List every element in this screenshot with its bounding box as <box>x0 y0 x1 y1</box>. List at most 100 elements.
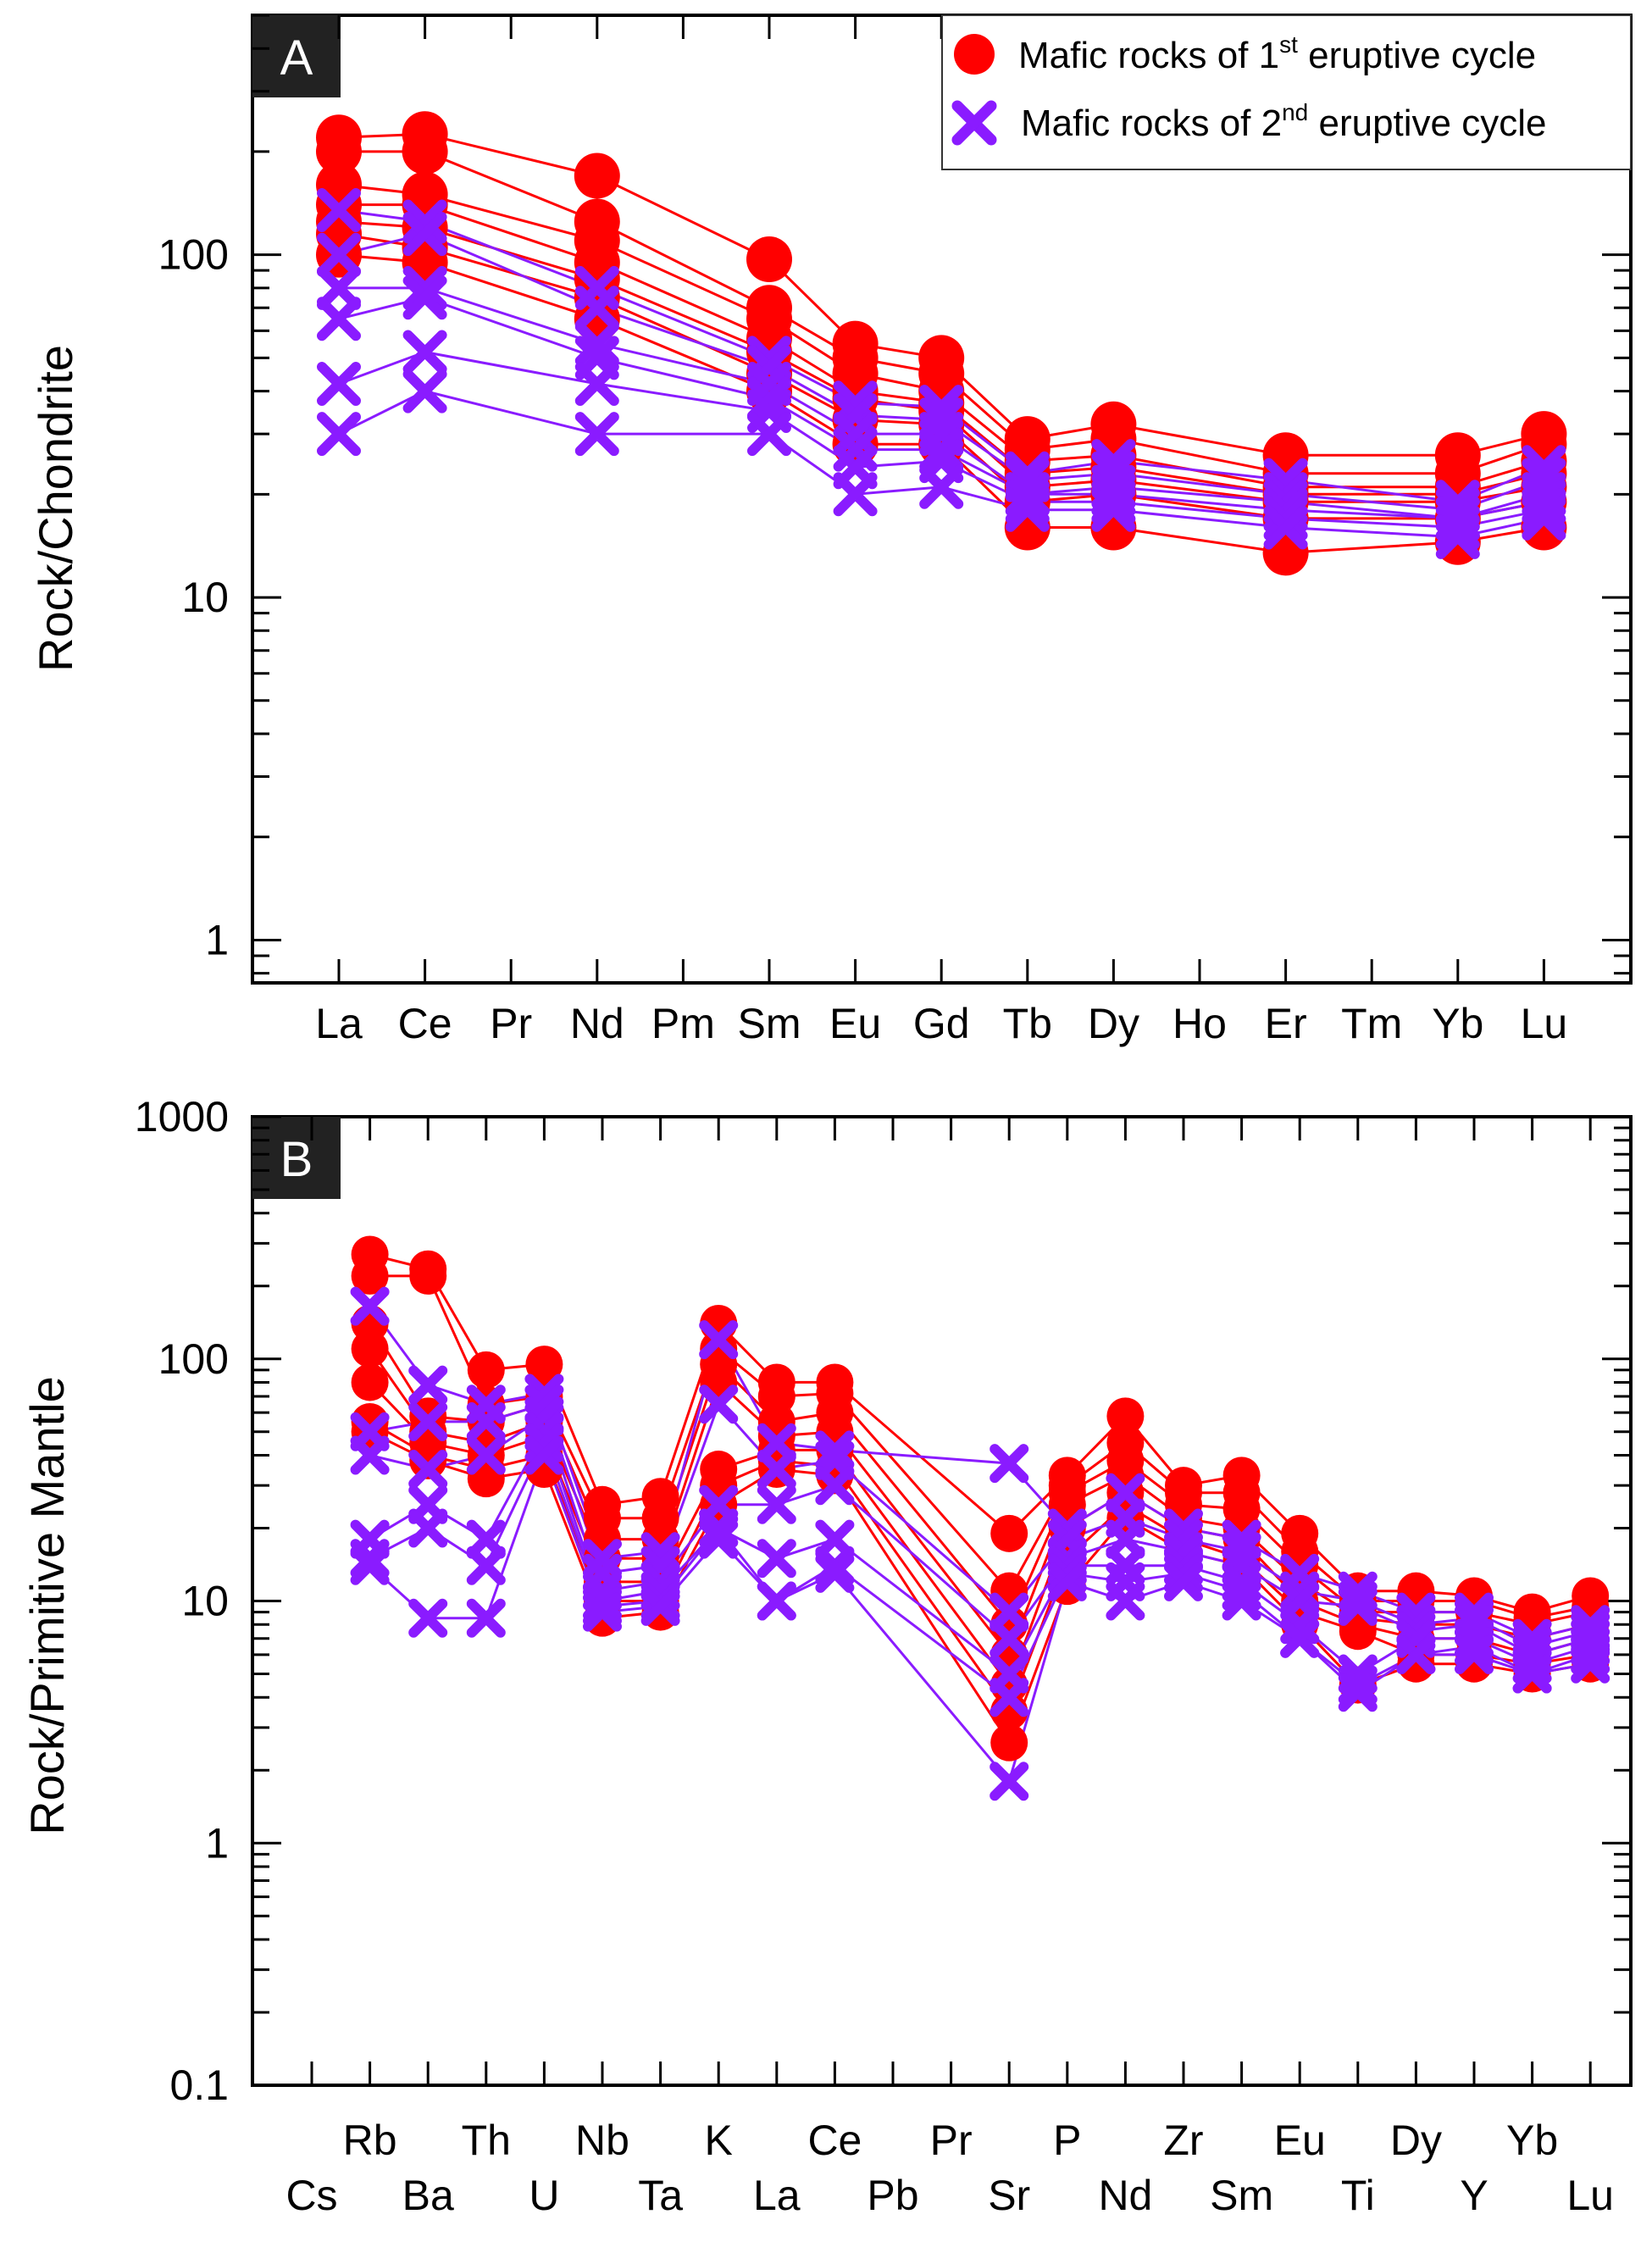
data-point-cross <box>757 1581 796 1621</box>
data-point-cross <box>402 199 447 244</box>
data-point-cross <box>1280 1571 1320 1611</box>
data-point-circle <box>990 1723 1028 1762</box>
data-point-circle <box>351 1329 389 1368</box>
data-point-cross <box>317 188 361 232</box>
data-point-cross <box>466 1545 506 1585</box>
data-point-cross <box>699 1519 739 1559</box>
y-tick-label: 1 <box>205 1819 229 1867</box>
data-point-cross <box>1512 1654 1552 1694</box>
data-point-cross <box>1222 1581 1261 1621</box>
legend: Mafic rocks of 1st eruptive cycle Mafic … <box>941 14 1632 170</box>
data-point-cross <box>1280 1618 1320 1658</box>
data-point-cross <box>815 1545 855 1585</box>
legend-marker-circle <box>954 34 995 75</box>
data-point-circle <box>467 1351 505 1389</box>
x-tick-label-lu: Lu <box>1566 2172 1614 2219</box>
data-point-cross <box>1164 1553 1203 1593</box>
data-point-cross <box>1571 1634 1610 1674</box>
x-tick-label-nb: Nb <box>575 2117 629 2164</box>
data-point-cross <box>833 472 878 517</box>
x-tick-label-nd: Nd <box>1098 2172 1152 2219</box>
data-point-cross <box>1263 505 1308 550</box>
data-point-cross <box>350 1545 390 1585</box>
x-tick-label-eu: Eu <box>1274 2117 1326 2164</box>
data-point-circle <box>351 1257 389 1295</box>
legend-label-series1: Mafic rocks of 1st eruptive cycle <box>1018 31 1536 76</box>
panel-a-y-axis-label: Rock/Chondrite <box>29 345 82 672</box>
data-point-cross <box>1396 1634 1436 1674</box>
panel-b-badge-label: B <box>280 1132 313 1187</box>
panel-a-ticks: 1 10 100 La Ce Pr Nd Pm Sm Eu Gd Tb Dy Ho Er Tm Yb Lu <box>158 14 1631 1047</box>
data-point-cross <box>919 427 964 472</box>
legend-series2-text: Mafic rocks of 2 <box>1021 103 1282 144</box>
y-tick-label: 0.1 <box>169 2062 229 2109</box>
legend-series1-text: Mafic rocks of 1 <box>1018 35 1279 76</box>
data-point-cross <box>1455 1634 1494 1674</box>
panel-a-badge <box>252 15 341 97</box>
y-tick-label: 1 <box>205 916 229 963</box>
data-point-cross <box>1455 1627 1494 1666</box>
x-tick-label-tm: Tm <box>1341 1000 1402 1047</box>
y-tick-label: 10 <box>181 574 229 621</box>
data-point-cross <box>815 1466 855 1506</box>
data-point-cross <box>408 1450 448 1489</box>
data-point-cross <box>1512 1644 1552 1684</box>
data-point-circle <box>409 1441 447 1479</box>
legend-series1-tail: eruptive cycle <box>1298 35 1536 76</box>
x-tick-label-yb: Yb <box>1506 2117 1558 2164</box>
data-point-cross <box>699 1508 739 1548</box>
data-point-cross <box>350 1435 390 1475</box>
legend-series2-sup: nd <box>1282 99 1308 125</box>
data-point-cross <box>350 1539 390 1579</box>
x-tick-label-u: U <box>529 2172 559 2219</box>
data-point-cross <box>1338 1586 1378 1626</box>
data-point-cross <box>990 1444 1029 1484</box>
data-point-cross <box>1047 1553 1087 1593</box>
data-point-cross <box>402 330 447 375</box>
data-point-cross <box>747 376 791 421</box>
data-point-cross <box>815 1553 855 1593</box>
data-point-cross <box>1522 487 1566 532</box>
data-point-cross <box>1047 1508 1087 1548</box>
x-tick-label-rb: Rb <box>343 2117 397 2164</box>
data-point-cross <box>574 286 619 330</box>
x-tick-label-yb: Yb <box>1432 1000 1483 1047</box>
data-point-cross <box>1005 487 1050 532</box>
x-tick-label-pm: Pm <box>651 1000 715 1047</box>
x-tick-label-zr: Zr <box>1163 2117 1203 2164</box>
data-point-cross <box>1338 1673 1378 1712</box>
data-point-cross <box>757 1450 796 1489</box>
data-point-cross <box>574 412 619 457</box>
data-point-cross <box>1164 1562 1203 1601</box>
x-tick-label-ce: Ce <box>398 1000 452 1047</box>
x-tick-label-pr: Pr <box>490 1000 532 1047</box>
x-tick-label-ba: Ba <box>402 2172 454 2219</box>
legend-marker-cross <box>951 100 997 146</box>
data-point-circle <box>746 236 792 283</box>
data-point-circle <box>990 1514 1028 1552</box>
x-tick-label-tb: Tb <box>1003 1000 1052 1047</box>
x-tick-label-lu: Lu <box>1521 1000 1568 1047</box>
panel-b-markers <box>350 1235 1610 1801</box>
data-point-cross <box>990 1678 1029 1717</box>
data-point-cross <box>1571 1644 1610 1684</box>
data-point-cross <box>747 412 791 457</box>
x-tick-label-th: Th <box>462 2117 511 2164</box>
data-point-cross <box>524 1435 564 1475</box>
x-tick-label-k: K <box>705 2117 733 2164</box>
data-point-cross <box>1338 1665 1378 1705</box>
data-point-cross <box>640 1586 680 1626</box>
panel-a-markers <box>316 111 1567 576</box>
panel-b-y-axis-label: Rock/Primitive Mantle <box>20 1376 74 1834</box>
data-point-cross <box>1091 487 1136 532</box>
data-point-circle <box>402 128 448 175</box>
data-point-circle <box>316 128 362 175</box>
x-tick-label-er: Er <box>1265 1000 1307 1047</box>
y-tick-label: 100 <box>158 231 229 279</box>
panel-a-badge-label: A <box>280 31 313 86</box>
data-point-cross <box>1435 514 1480 559</box>
x-tick-label-dy: Dy <box>1088 1000 1139 1047</box>
data-point-cross <box>466 1435 506 1475</box>
data-point-cross <box>317 362 361 406</box>
